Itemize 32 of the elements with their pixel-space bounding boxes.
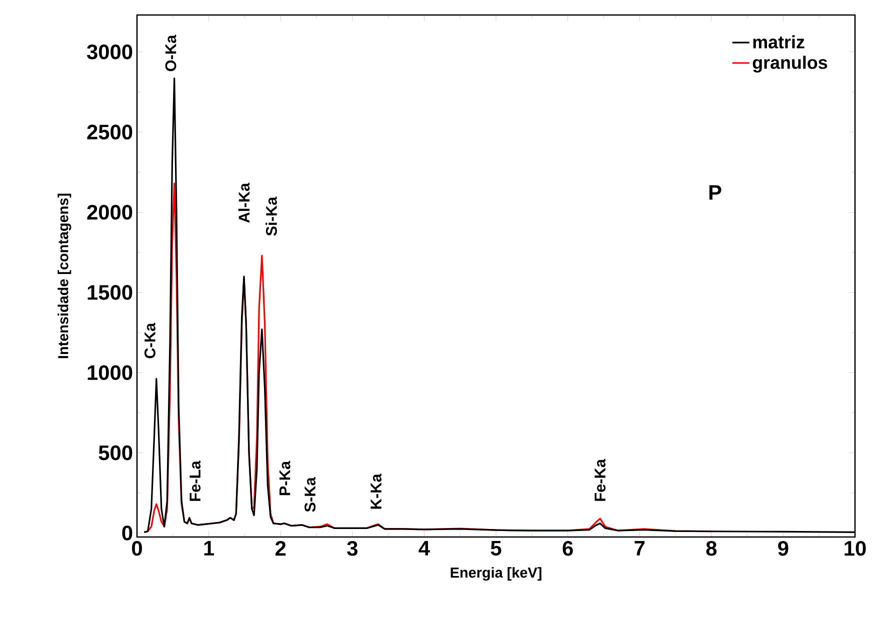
x-tick-label: 8 [706, 540, 717, 556]
annotation: P-Ka [280, 460, 290, 496]
x-axis-title: Energia [keV] [450, 567, 542, 581]
y-tick-label: 1500 [88, 285, 132, 300]
y-tick-label: 2000 [87, 204, 132, 220]
legend-label: matriz [753, 35, 804, 48]
annotation: Al-Ka [238, 182, 250, 223]
y-tick-label: 0 [122, 526, 132, 540]
x-tick-label: 3 [347, 540, 358, 556]
annotation: S-Ka [304, 477, 316, 512]
y-tick-label: 500 [98, 445, 132, 460]
y-tick-label: 2500 [87, 124, 132, 140]
annotation: K-Ka [370, 474, 382, 509]
x-tick-label: 6 [562, 540, 573, 556]
x-tick-label: 2 [276, 540, 286, 556]
annotation: C-Ka [144, 322, 156, 358]
annotation: Si-Ka [266, 196, 277, 236]
x-tick-label: 10 [844, 540, 866, 556]
y-tick-label: 1000 [88, 365, 132, 380]
y-tick-label: 3000 [86, 44, 132, 60]
x-tick-label: 5 [490, 540, 502, 556]
annotation: Fe-Ka [594, 458, 606, 501]
y-axis-title: Intensidade [contagens] [58, 194, 72, 358]
x-tick-label: 4 [418, 540, 430, 556]
x-tick-label: 9 [778, 540, 788, 556]
annotation: Fe-La [190, 460, 201, 501]
annotation: O-Ka [165, 34, 176, 72]
legend-label: granulos [752, 56, 828, 73]
x-tick-label: 7 [634, 540, 645, 556]
x-tick-label: 0 [132, 540, 142, 556]
x-tick-label: 1 [204, 540, 214, 556]
annotation: P [709, 185, 722, 200]
